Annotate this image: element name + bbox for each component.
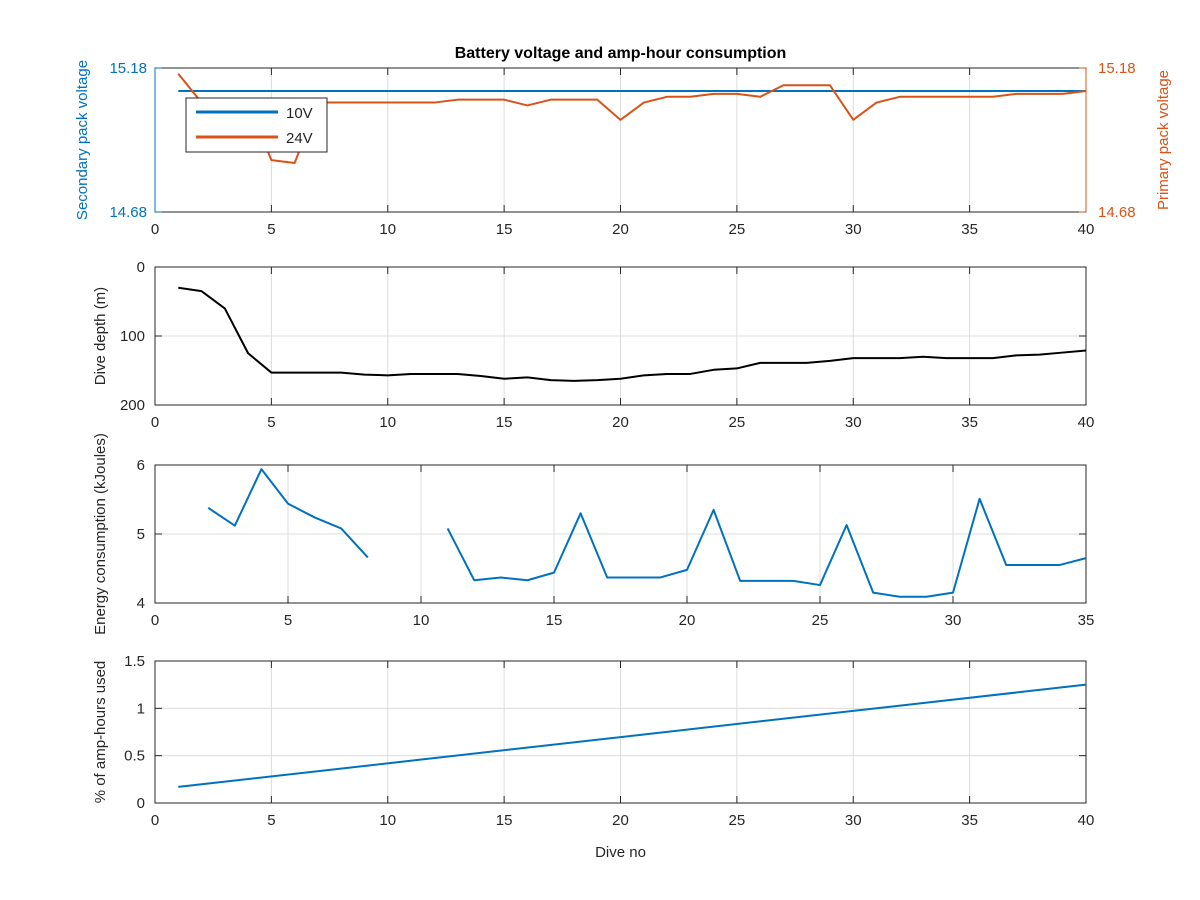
x-tick-label: 10 xyxy=(379,414,396,431)
x-tick-label: 35 xyxy=(961,221,978,238)
x-tick-label: 15 xyxy=(496,414,513,431)
y-tick-label: 4 xyxy=(137,595,145,612)
x-tick-label: 30 xyxy=(845,812,862,829)
axes-amphours xyxy=(154,660,1087,804)
series-amphours-line xyxy=(178,683,1087,788)
x-tick-label: 10 xyxy=(413,612,430,629)
y-tick-label: 5 xyxy=(137,526,145,543)
y-axis-label: Dive depth (m) xyxy=(92,287,109,385)
series-energy-line xyxy=(207,468,369,559)
y-right-tick-label: 14.68 xyxy=(1098,204,1136,221)
x-tick-label: 40 xyxy=(1078,221,1095,238)
y-axis-label: Energy consumption (kJoules) xyxy=(92,433,109,635)
x-tick-label: 15 xyxy=(496,221,513,238)
x-tick-label: 35 xyxy=(1078,612,1095,629)
x-tick-label: 25 xyxy=(812,612,829,629)
x-tick-label: 30 xyxy=(845,414,862,431)
y-tick-label: 6 xyxy=(137,457,145,474)
legend-label-10v: 10V xyxy=(286,105,313,122)
series-energy-line xyxy=(446,497,1087,598)
series-24v-line xyxy=(177,73,1087,165)
y-left-tick-label: 14.68 xyxy=(109,204,147,221)
y-tick-label: 1 xyxy=(137,700,145,717)
x-tick-label: 5 xyxy=(267,221,275,238)
y-left-axis-label: Secondary pack voltage xyxy=(74,60,91,220)
axes-depth xyxy=(154,266,1087,406)
y-axis-label: % of amp-hours used xyxy=(92,661,109,804)
x-tick-label: 20 xyxy=(679,612,696,629)
x-tick-label: 20 xyxy=(612,221,629,238)
x-tick-label: 5 xyxy=(267,812,275,829)
y-tick-label: 200 xyxy=(120,397,145,414)
legend-label-24v: 24V xyxy=(286,130,313,147)
y-left-tick-label: 15.18 xyxy=(109,60,147,77)
x-tick-label: 40 xyxy=(1078,414,1095,431)
x-tick-label: 15 xyxy=(496,812,513,829)
series-depth-line xyxy=(178,286,1087,382)
x-axis-label: Dive no xyxy=(595,844,646,861)
x-tick-label: 10 xyxy=(379,221,396,238)
x-tick-label: 35 xyxy=(961,812,978,829)
x-tick-label: 5 xyxy=(267,414,275,431)
x-tick-label: 30 xyxy=(845,221,862,238)
x-tick-label: 35 xyxy=(961,414,978,431)
x-tick-label: 25 xyxy=(729,414,746,431)
y-tick-label: 0 xyxy=(137,259,145,276)
axes-voltage xyxy=(154,67,1087,213)
x-tick-label: 0 xyxy=(151,812,159,829)
y-tick-label: 1.5 xyxy=(124,653,145,670)
x-tick-label: 5 xyxy=(284,612,292,629)
y-right-axis-label: Primary pack voltage xyxy=(1155,70,1172,210)
x-tick-label: 15 xyxy=(546,612,563,629)
x-tick-label: 0 xyxy=(151,414,159,431)
x-tick-label: 25 xyxy=(729,812,746,829)
x-tick-label: 10 xyxy=(379,812,396,829)
y-tick-label: 0.5 xyxy=(124,748,145,765)
x-tick-label: 0 xyxy=(151,221,159,238)
y-right-tick-label: 15.18 xyxy=(1098,60,1136,77)
x-tick-label: 40 xyxy=(1078,812,1095,829)
y-tick-label: 0 xyxy=(137,795,145,812)
x-tick-label: 20 xyxy=(612,812,629,829)
x-tick-label: 20 xyxy=(612,414,629,431)
legend-box xyxy=(185,97,328,153)
chart-title: Battery voltage and amp-hour consumption xyxy=(455,45,787,62)
x-tick-label: 25 xyxy=(729,221,746,238)
x-tick-label: 30 xyxy=(945,612,962,629)
y-tick-label: 100 xyxy=(120,328,145,345)
axes-energy xyxy=(154,464,1087,604)
x-tick-label: 0 xyxy=(151,612,159,629)
